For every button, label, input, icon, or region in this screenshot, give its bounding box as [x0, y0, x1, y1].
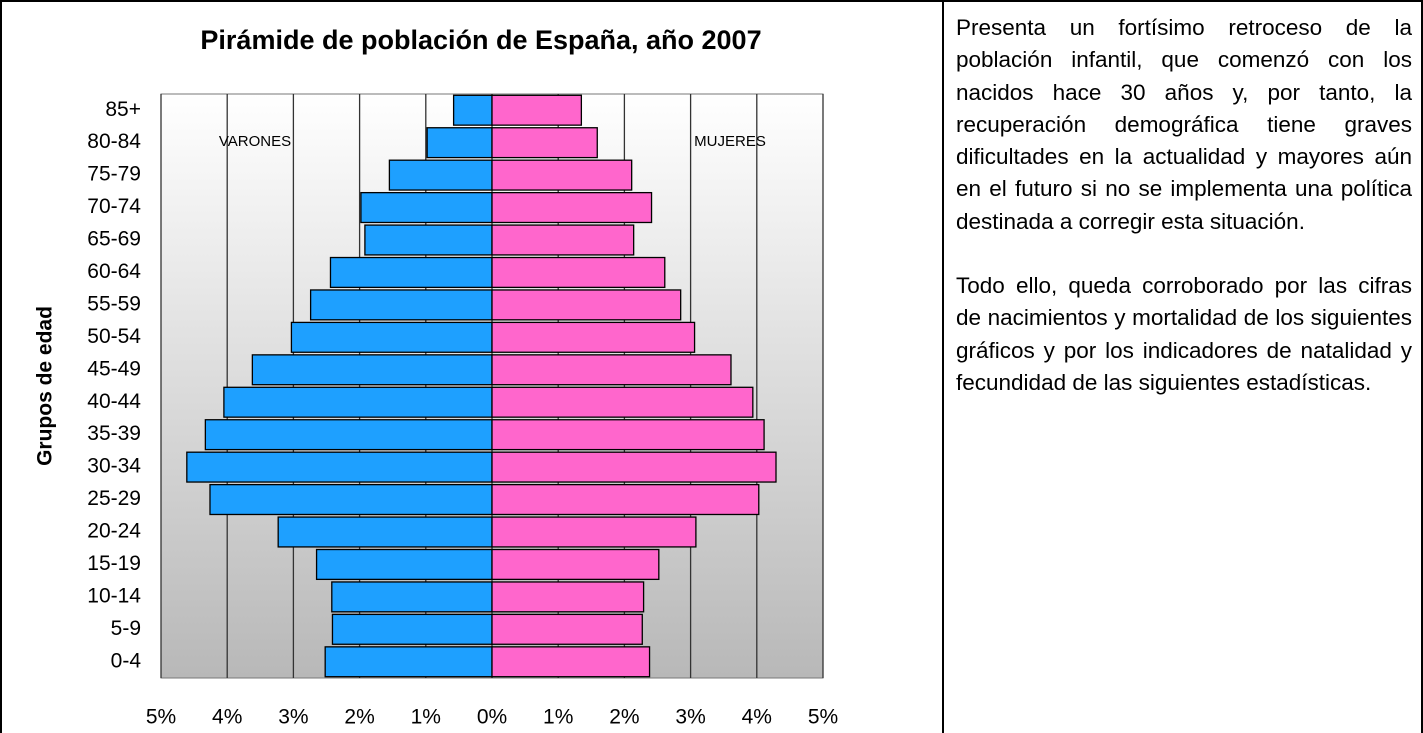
y-tick-label: 25-29: [87, 487, 141, 510]
x-tick-label: 3%: [278, 706, 308, 729]
x-tick-label: 4%: [212, 706, 242, 729]
bar: [491, 354, 732, 386]
bar: [491, 646, 651, 678]
y-tick-label: 85+: [105, 98, 141, 121]
bar: [491, 94, 583, 126]
bar: [331, 581, 493, 613]
bar: [388, 159, 493, 191]
y-tick-label: 10-14: [87, 584, 141, 607]
bar: [309, 289, 493, 321]
y-tick-label: 45-49: [87, 357, 141, 380]
divider: [942, 0, 944, 733]
y-tick-label: 5-9: [111, 617, 141, 640]
x-tick-label: 4%: [742, 706, 772, 729]
text-column: Presenta un fortísimo retroceso de la po…: [956, 12, 1412, 431]
y-tick-label: 20-24: [87, 520, 141, 543]
y-tick-label: 30-34: [87, 455, 141, 478]
y-tick-label: 15-19: [87, 552, 141, 575]
bar: [491, 159, 633, 191]
paragraph: Presenta un fortísimo retroceso de la po…: [956, 15, 1412, 234]
bar: [491, 321, 696, 353]
x-tick-label: 1%: [543, 706, 573, 729]
bar: [452, 94, 493, 126]
bar: [329, 256, 493, 289]
bar: [426, 127, 493, 159]
bar: [324, 646, 493, 678]
y-tick-label: 55-59: [87, 292, 141, 315]
bar: [491, 386, 754, 418]
bar: [491, 256, 666, 289]
x-tick-label: 0%: [477, 706, 507, 729]
bar: [186, 451, 493, 483]
bar: [491, 289, 682, 321]
bar: [491, 483, 760, 516]
paragraph: Todo ello, queda corroborado por las cif…: [956, 273, 1412, 395]
x-tick-label: 5%: [146, 706, 176, 729]
bar: [491, 127, 598, 159]
x-tick-label: 2%: [344, 706, 374, 729]
y-tick-label: 40-44: [87, 390, 141, 413]
y-axis-label: Grupos de edad: [34, 306, 57, 466]
x-tick-label: 5%: [808, 706, 838, 729]
bar: [360, 191, 493, 224]
bar: [364, 224, 493, 256]
bar: [491, 548, 660, 581]
bar: [277, 516, 493, 548]
bar: [491, 224, 635, 256]
y-tick-label: 80-84: [87, 130, 141, 153]
bar: [491, 613, 643, 645]
chart: Pirámide de población de España, año 200…: [34, 25, 839, 729]
bar: [491, 516, 697, 548]
y-tick-label: 75-79: [87, 163, 141, 186]
series-label: MUJERES: [694, 133, 766, 150]
y-tick-label: 0-4: [111, 649, 142, 672]
y-tick-label: 65-69: [87, 228, 141, 251]
bar: [491, 581, 645, 613]
bar: [491, 419, 765, 451]
x-tick-label: 2%: [609, 706, 639, 729]
y-tick-label: 50-54: [87, 325, 141, 348]
y-tick-label: 70-74: [87, 195, 141, 218]
bar: [209, 483, 493, 516]
chart-title: Pirámide de población de España, año 200…: [200, 25, 761, 55]
y-tick-label: 60-64: [87, 260, 141, 283]
y-tick-label: 35-39: [87, 422, 141, 445]
bar: [290, 321, 493, 353]
bar: [491, 451, 777, 483]
bar: [251, 354, 493, 386]
x-tick-label: 1%: [411, 706, 441, 729]
bar: [491, 191, 653, 224]
bar: [223, 386, 493, 418]
bar: [315, 548, 493, 581]
series-label: VARONES: [219, 133, 291, 150]
bar: [204, 419, 493, 451]
bar: [331, 613, 493, 645]
x-tick-label: 3%: [675, 706, 705, 729]
